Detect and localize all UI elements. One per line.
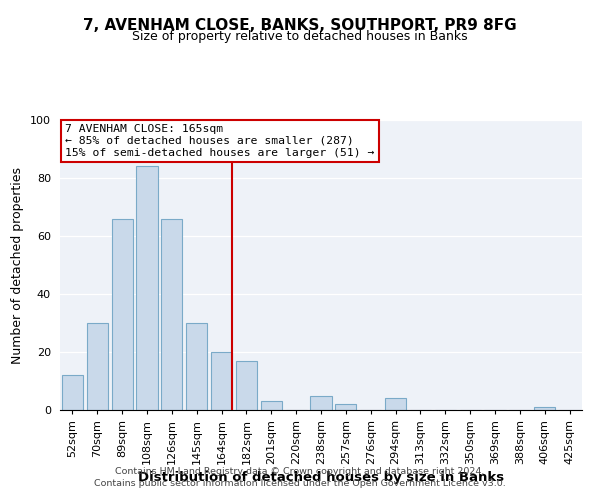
Bar (112, 218, 133, 410)
Bar (87, 323, 108, 410)
Bar (236, 360, 257, 410)
X-axis label: Distribution of detached houses by size in Banks: Distribution of detached houses by size … (138, 471, 504, 484)
Bar (534, 407, 555, 410)
Bar (335, 404, 356, 410)
Bar (186, 323, 207, 410)
Text: Contains HM Land Registry data © Crown copyright and database right 2024.: Contains HM Land Registry data © Crown c… (115, 468, 485, 476)
Bar (211, 352, 232, 410)
Bar (310, 396, 332, 410)
Bar (385, 398, 406, 410)
Bar (136, 166, 158, 410)
Text: Size of property relative to detached houses in Banks: Size of property relative to detached ho… (132, 30, 468, 43)
Bar (261, 402, 282, 410)
Text: 7, AVENHAM CLOSE, BANKS, SOUTHPORT, PR9 8FG: 7, AVENHAM CLOSE, BANKS, SOUTHPORT, PR9 … (83, 18, 517, 32)
Text: Contains public sector information licensed under the Open Government Licence v3: Contains public sector information licen… (94, 479, 506, 488)
Text: 7 AVENHAM CLOSE: 165sqm
← 85% of detached houses are smaller (287)
15% of semi-d: 7 AVENHAM CLOSE: 165sqm ← 85% of detache… (65, 124, 374, 158)
Bar (62, 375, 83, 410)
Y-axis label: Number of detached properties: Number of detached properties (11, 166, 25, 364)
Bar (161, 218, 182, 410)
